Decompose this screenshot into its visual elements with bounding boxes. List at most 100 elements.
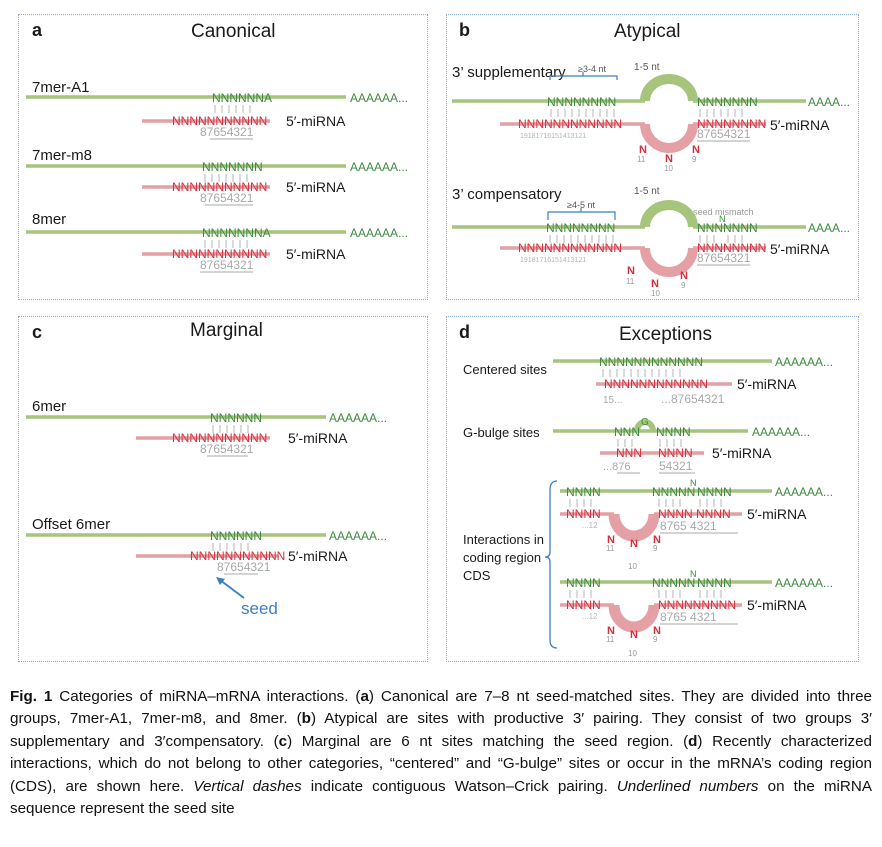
small-numbers: 19181716151413121 [520, 133, 586, 140]
bulge-n: N [607, 625, 615, 637]
bulge-num: 10 [664, 164, 673, 173]
row-8mer: NNNNNNNA AAAAAA... NNNNNNNNNNN 5′-miRNA … [26, 226, 408, 273]
figure-caption: Fig. 1 Categories of miRNA–mRNA interact… [10, 686, 872, 820]
row-offset-6mer: NNNNNN AAAAAA... NNNNNNNNNNN 5′-miRNA 87… [26, 529, 387, 618]
caption-italic: Vertical dashes [193, 777, 302, 795]
panel-c-title: Marginal [190, 320, 263, 341]
g-bulge: G [641, 417, 649, 428]
num-right: 8765 4321 [660, 519, 717, 533]
label-6mer: 6mer [32, 398, 67, 415]
bulge-n: N [630, 629, 638, 641]
bulge-num: 11 [606, 635, 615, 644]
mrna-left: NNNN [566, 576, 601, 590]
mrna-seq: NNNNNNNNNNNN [599, 355, 703, 369]
mirna-5prime: 5′-miRNA [288, 548, 348, 564]
mirna-right: NNNNNNNN [697, 117, 766, 131]
num-left: ...12 [582, 612, 598, 621]
caption-text: ) Marginal are 6 nt sites matching the s… [287, 732, 689, 750]
bulge-n: N [651, 278, 659, 290]
polya-tail: AAAA... [808, 221, 850, 235]
bulge-n: N [692, 144, 700, 156]
mrna-n-up: N [690, 569, 697, 579]
bulge-n: N [680, 270, 688, 282]
mirna-seq: NNNNNNNNNNN [172, 247, 267, 261]
bulge-n: N [607, 534, 615, 546]
loop-label: 1-5 nt [634, 186, 660, 197]
bulge-n: N [627, 265, 635, 277]
caption-text: ) Canonical are 7–8 nt seed-matched site… [10, 688, 872, 728]
mrna-left: NNNN [566, 485, 601, 499]
polya-tail: AAAAAA... [350, 160, 408, 174]
bulge-num: 9 [653, 635, 658, 644]
cds-bracket [544, 480, 558, 649]
row-7mer-m8: NNNNNNN AAAAAA... NNNNNNNNNNN 5′-miRNA 8… [26, 160, 408, 206]
polya-tail: AAAAAA... [775, 485, 833, 499]
mirna-seq: NNNNNNNNNNN [190, 549, 285, 563]
seed-numbers: 87654321 [217, 560, 271, 574]
caption-text: on the miRNA sequence represent the seed… [10, 777, 872, 818]
label-8mer: 8mer [32, 211, 67, 228]
bulge-n: N [630, 538, 638, 550]
gap-label: ≥3-4 nt [578, 64, 606, 74]
polya-tail: AAAAAA... [350, 91, 408, 105]
mrna-right: NNNNNNN [697, 95, 758, 109]
num-right: 8765 4321 [660, 610, 717, 624]
caption-text: ) Recently characterized interactions, w… [10, 732, 872, 795]
num-right: 54321 [659, 459, 693, 473]
mirna-5prime: 5′-miRNA [747, 597, 807, 613]
small-numbers: 19181716151413121 [520, 257, 586, 264]
mirna-left: NNNN [566, 598, 601, 612]
bulge-num: 11 [606, 544, 615, 553]
row-cds-1: NNNN NNNNN N NNNN AAAAAA... NNNN NNNN NN… [560, 478, 833, 571]
caption-c: c [278, 732, 288, 750]
mirna-5prime: 5′-miRNA [286, 246, 346, 262]
bulge-n: N [639, 144, 647, 156]
seed-numbers: 87654321 [200, 258, 254, 272]
label-3-compensatory: 3’ compensatory [452, 186, 562, 203]
mirna-left: NNNN [566, 507, 601, 521]
row-centered-sites: NNNNNNNNNNNN AAAAAA... NNNNNNNNNNNN 5′-m… [553, 355, 833, 406]
label-centered-sites: Centered sites [463, 362, 547, 377]
seed-numbers: 87654321 [200, 442, 254, 456]
seed-numbers: 87654321 [200, 125, 254, 139]
caption-text: ) Atypical are sites with productive 3′ … [10, 710, 873, 750]
row-6mer: NNNNNN AAAAAA... NNNNNNNNNNN 5′-miRNA 87… [26, 411, 387, 457]
label-cds-line2: coding region [463, 550, 542, 565]
bulge-n: N [653, 625, 661, 637]
label-cds-line3: CDS [463, 568, 491, 583]
polya-tail: AAAAAA... [329, 411, 387, 425]
label-offset-6mer: Offset 6mer [32, 516, 111, 533]
mrna-right: NNNNNNN [697, 221, 758, 235]
panel-b-title: Atypical [614, 21, 681, 42]
polya-tail: AAAAAA... [329, 529, 387, 543]
mrna-n-up: N [690, 478, 697, 488]
mirna-seq: NNNNNNNNNNN [172, 114, 267, 128]
mirna-left: NNNNNNNNNNNN [518, 117, 622, 131]
mirna-5prime: 5′-miRNA [288, 430, 348, 446]
seed-numbers: 87654321 [697, 127, 751, 141]
mrna-left: NNN [614, 425, 640, 439]
caption-b: b [301, 710, 311, 728]
bulge-num: 10 [651, 289, 660, 298]
seed-label: seed [241, 599, 278, 618]
mirna-right: NNNN [658, 446, 693, 460]
caption-a: a [360, 688, 369, 705]
polya-tail: AAAA... [808, 95, 850, 109]
mirna-left: NNN [616, 446, 642, 460]
label-7mer-m8: 7mer-m8 [32, 147, 93, 164]
num-left: ...12 [582, 521, 598, 530]
mirna-seq: NNNNNNNNNNNN [604, 377, 708, 391]
mrna-mid: NNNNN [652, 576, 695, 590]
polya-tail: AAAAAA... [775, 355, 833, 369]
row-3-supplementary: ≥3-4 nt 1-5 nt NNNNNNNN NNNNNNN AAAA... … [452, 62, 850, 173]
mirna-5prime: 5′-miRNA [737, 376, 797, 392]
bulge-num: 11 [626, 277, 635, 286]
num-left: ...876 [603, 461, 631, 473]
mirna-5prime: 5′-miRNA [747, 506, 807, 522]
panel-c [18, 316, 428, 662]
mrna-right: NNNN [697, 485, 732, 499]
polya-tail: AAAAAA... [775, 576, 833, 590]
figure-diagram: NNNNNNA AAAAAA... NNNNNNNNNNN 5′-miRNA 8… [26, 62, 850, 658]
seed-mismatch-label: seed mismatch [693, 207, 754, 217]
caption-d: d [688, 732, 698, 750]
